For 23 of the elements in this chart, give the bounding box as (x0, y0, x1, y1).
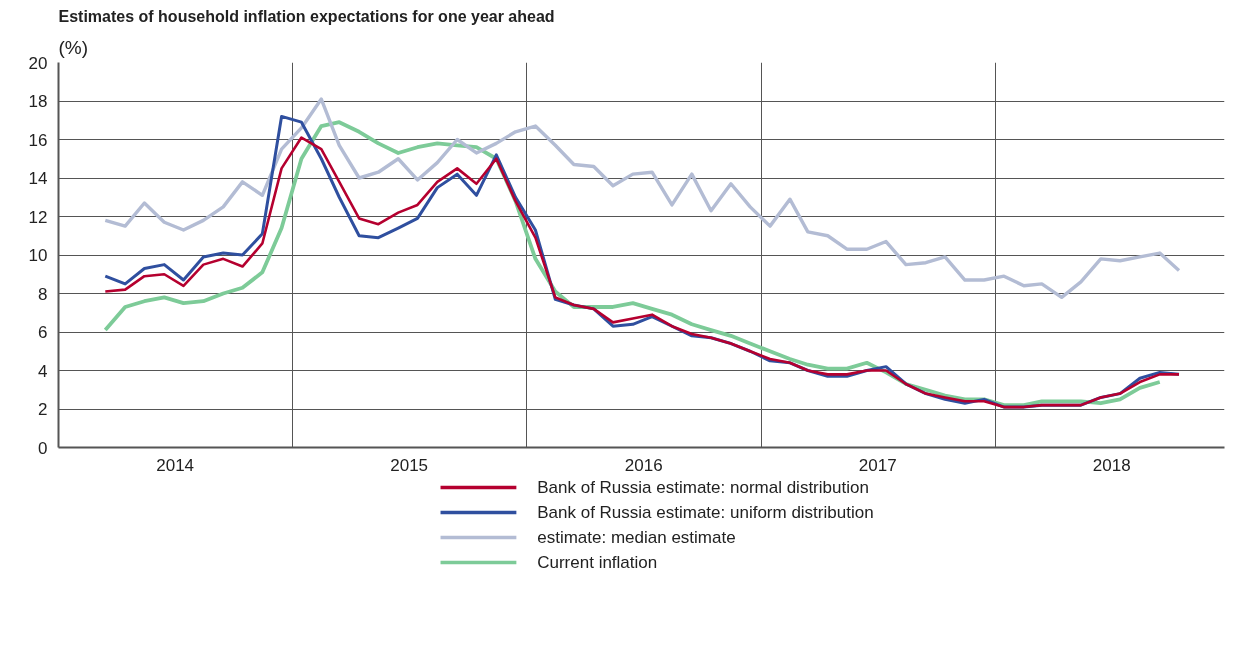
chart-title: Estimates of household inflation expectations for one year ahead (58, 7, 555, 25)
legend-label: Current inflation (537, 553, 658, 572)
legend-label: Bank of Russia estimate: normal distribution (537, 478, 869, 497)
x-tick-label: 2015 (390, 455, 429, 475)
y-tick-label: 2 (38, 400, 48, 419)
x-tick-label: 2017 (858, 455, 897, 475)
x-tick-label: 2018 (1092, 455, 1131, 475)
y-tick-label: 4 (38, 361, 48, 381)
y-tick-label: 20 (28, 53, 48, 73)
y-tick-label: 8 (38, 284, 48, 304)
line-series (103, 97, 1181, 300)
x-tick-label: 2014 (156, 455, 195, 475)
y-tick-label: 6 (38, 323, 48, 342)
y-tick-label: 12 (28, 207, 48, 227)
y-tick-label: 14 (28, 169, 48, 188)
y-tick-label: 16 (28, 130, 48, 150)
x-tick-label: 2016 (624, 455, 663, 475)
y-tick-label: 0 (38, 438, 48, 458)
y-tick-label: 18 (28, 92, 48, 111)
legend-label: Bank of Russia estimate: uniform distribution (537, 503, 874, 522)
y-axis-title: (%) (58, 36, 89, 58)
y-tick-label: 10 (28, 246, 48, 265)
legend-label: estimate: median estimate (537, 528, 736, 547)
